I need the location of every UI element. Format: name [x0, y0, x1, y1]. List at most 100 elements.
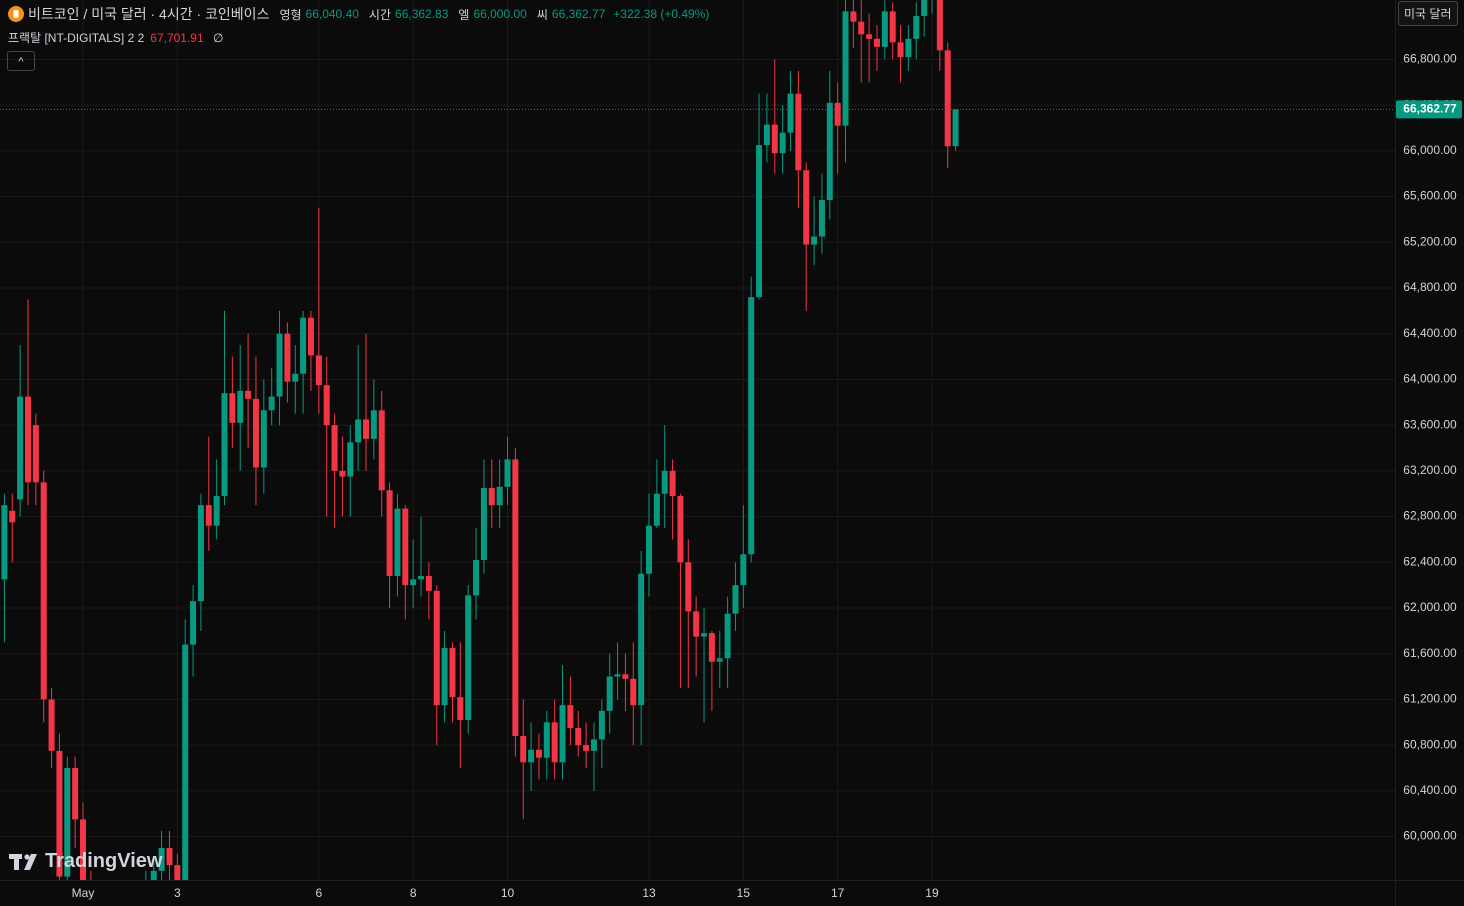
symbol-header: 비트코인 / 미국 달러 · 4시간 · 코인베이스 영형 66,040.40 시…	[8, 4, 709, 24]
candle-body	[402, 508, 409, 586]
candle-body	[520, 736, 527, 763]
candle-body	[347, 442, 354, 477]
candle-body	[465, 595, 472, 720]
candle-body	[496, 486, 503, 506]
y-tick-label: 60,000.00	[1403, 829, 1457, 843]
candle-body	[433, 590, 440, 706]
candle-body	[245, 390, 252, 399]
candle-body	[881, 11, 888, 47]
x-tick-label: 8	[410, 886, 417, 900]
candle-body	[363, 419, 370, 439]
y-tick-label: 62,800.00	[1403, 509, 1457, 523]
candle-body	[512, 459, 519, 736]
candle-body	[425, 576, 432, 591]
candle-body	[24, 396, 31, 483]
coin-icon	[8, 6, 24, 22]
y-tick-label: 62,400.00	[1403, 554, 1457, 568]
candle-body	[834, 102, 841, 126]
candle-body	[418, 576, 425, 580]
candle-body	[795, 93, 802, 171]
collapse-button[interactable]: ^	[7, 51, 35, 71]
candle-body	[567, 705, 574, 728]
currency-button[interactable]: 미국 달러	[1398, 1, 1458, 26]
x-tick-label: 10	[501, 886, 515, 900]
ohlc-value: 66,040.40	[305, 7, 359, 21]
x-tick-label: 19	[925, 886, 939, 900]
candle-body	[598, 710, 605, 740]
ohlc-label: 씨	[536, 7, 548, 22]
ohlc-label: 시간	[368, 7, 392, 22]
x-tick-label: 13	[642, 886, 656, 900]
candle-body	[197, 505, 204, 602]
candle-body	[143, 888, 149, 896]
candle-body	[135, 896, 141, 906]
candle-body	[913, 16, 920, 39]
candle-body	[252, 398, 259, 468]
candle-body	[190, 601, 197, 645]
x-tick-label: 15	[737, 886, 751, 900]
x-tick-label: 3	[174, 886, 181, 900]
candle-body	[952, 109, 959, 147]
candles	[0, 0, 1395, 906]
y-tick-label: 66,800.00	[1403, 52, 1457, 66]
candle-body	[205, 505, 212, 526]
candle-body	[701, 633, 708, 637]
indicator: 프랙탈 [NT-DIGITALS] 2 2 67,701.91 ∅	[8, 29, 223, 46]
ohlc-value: 66,362.77	[551, 7, 606, 21]
y-tick-label: 62,000.00	[1403, 600, 1457, 614]
candle-body	[370, 410, 377, 439]
y-tick-label: 64,000.00	[1403, 372, 1457, 386]
last-price-tag	[1396, 100, 1462, 119]
candle-body	[174, 865, 181, 880]
candle-body	[260, 410, 267, 468]
candle-body	[213, 496, 220, 526]
candle-body	[229, 393, 236, 423]
candle-body	[528, 749, 535, 763]
candle-body	[811, 236, 818, 245]
candle-body	[56, 750, 63, 877]
candle-body	[268, 396, 275, 411]
candle-body	[842, 11, 849, 126]
indicator-extra: ∅	[213, 31, 224, 45]
candle-body	[693, 611, 700, 637]
candle-body	[858, 21, 865, 35]
candle-body	[237, 390, 244, 423]
candle-body	[724, 613, 731, 659]
ohlc-value: 66,362.83	[395, 7, 449, 21]
candle-body	[480, 488, 487, 560]
candle-body	[622, 674, 629, 679]
candle-body	[787, 93, 794, 133]
candle-body	[323, 385, 330, 426]
candle-body	[315, 355, 322, 386]
candle-body	[889, 11, 896, 43]
candle-body	[355, 419, 362, 443]
candle-body	[685, 562, 692, 612]
candle-body	[80, 819, 87, 880]
candle-body	[866, 34, 873, 39]
candle-body	[630, 678, 637, 706]
candle-body	[331, 425, 338, 471]
y-tick-label: 61,200.00	[1403, 692, 1457, 706]
candle-body	[378, 410, 385, 491]
y-tick-label: 65,200.00	[1403, 234, 1457, 248]
candle-body	[543, 722, 550, 758]
candle-body	[457, 697, 464, 720]
y-tick-label: 64,800.00	[1403, 280, 1457, 294]
logo-icon	[9, 853, 37, 870]
candle-body	[779, 132, 786, 154]
y-tick-label: 60,400.00	[1403, 783, 1457, 797]
candle-body	[936, 0, 943, 51]
candle-body	[732, 585, 739, 614]
candle-body	[119, 899, 125, 906]
candle-body	[284, 333, 291, 382]
symbol: 비트코인 / 미국 달러 · 4시간 · 코인베이스	[28, 6, 270, 22]
candle-body	[535, 749, 542, 758]
candle-body	[72, 768, 79, 820]
candle-body	[583, 745, 590, 751]
candle-body	[897, 42, 904, 58]
y-tick-label: 61,600.00	[1403, 646, 1457, 660]
candle-body	[590, 739, 597, 751]
